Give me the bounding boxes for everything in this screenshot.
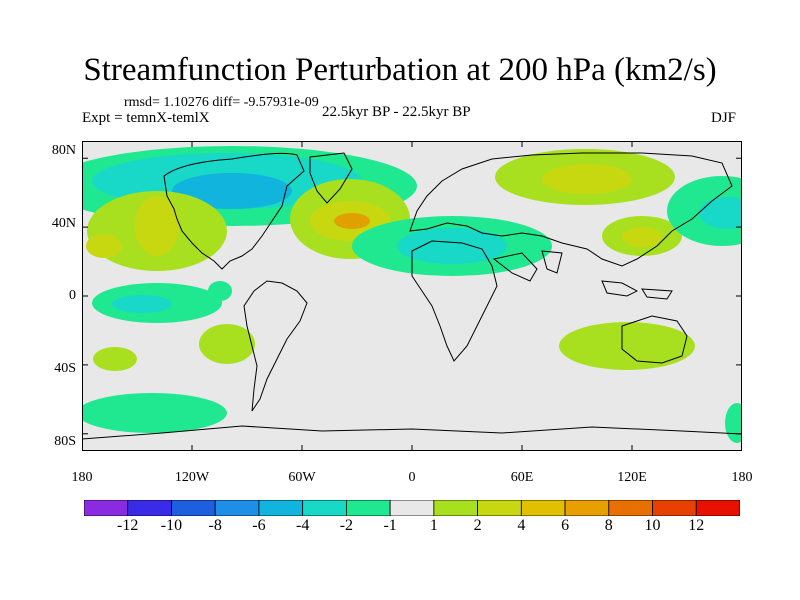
colorbar-label: 4: [517, 517, 526, 534]
colorbar-box: [302, 500, 347, 516]
anomaly-east-asia-high: [602, 216, 682, 256]
axis-ticks: [82, 141, 742, 451]
colorbar-label: 10: [644, 517, 661, 534]
colorbar-label: 8: [604, 517, 613, 534]
anomaly-siberia-high: [495, 149, 675, 205]
map-panel: [82, 141, 742, 451]
ytick-0: 0: [69, 288, 76, 303]
colorbar-box: [171, 500, 216, 516]
coast-australia: [621, 315, 688, 364]
coast-eurasia: [409, 152, 733, 267]
coast-africa: [411, 240, 498, 362]
colorbar-box: [258, 500, 304, 516]
colorbar-box: [564, 500, 610, 516]
xtick-60w: 60W: [288, 470, 316, 485]
xtick-180e: 180: [731, 470, 753, 485]
colorbar-box: [608, 500, 653, 516]
colorbar-box: [389, 500, 435, 516]
ytick-40n: 40N: [51, 216, 76, 231]
colorbar-box: [345, 500, 391, 516]
xtick-60e: 60E: [510, 470, 534, 485]
ytick-80s: 80S: [54, 434, 76, 449]
anomaly-tropical-pacific-low: [92, 281, 232, 323]
colorbar-label: 1: [429, 517, 438, 534]
colorbar-label: -8: [208, 517, 222, 534]
colorbar-label: -4: [295, 517, 310, 534]
colorbar-box: [84, 500, 129, 516]
coastlines: [82, 152, 742, 440]
anomaly-south-pacific-highs: [93, 324, 255, 371]
xtick-0: 0: [408, 470, 416, 485]
coast-maritime-continent: [601, 280, 673, 300]
left-string: Expt = temnX-temlX: [82, 110, 210, 126]
colorbar-box: [652, 500, 697, 516]
season-label: DJF: [711, 110, 737, 126]
coast-greenland: [309, 152, 353, 204]
anomaly-ne-pacific-high: [86, 191, 227, 271]
anomaly-australia-high: [559, 322, 695, 370]
xtick-120e: 120E: [617, 470, 647, 485]
colorbar-label: -6: [252, 517, 266, 534]
colorbar-box: [214, 500, 260, 516]
colorbar: [84, 500, 740, 516]
xtick-120w: 120W: [174, 470, 210, 485]
colorbar-box: [433, 500, 479, 516]
xtick-180w: 180: [71, 470, 93, 485]
colorbar-label: -10: [160, 517, 183, 534]
coast-arabia-india: [492, 250, 563, 282]
colorbar-box: [520, 500, 566, 516]
center-string: 22.5kyr BP - 22.5kyr BP: [322, 104, 471, 120]
anomaly-nw-pacific-low: [667, 176, 742, 246]
colorbar-box: [477, 500, 522, 516]
colorbar-box: [127, 500, 172, 516]
colorbar-label: 12: [688, 517, 705, 534]
anomaly-mideast-low: [352, 216, 552, 276]
colorbar-label: 2: [473, 517, 482, 534]
plot-title: Streamfunction Perturbation at 200 hPa (…: [83, 52, 717, 88]
colorbar-label: -1: [383, 517, 397, 534]
coast-north-america: [163, 152, 305, 270]
coast-south-america: [243, 280, 308, 412]
colorbar-box: [695, 500, 740, 516]
ytick-40s: 40S: [54, 361, 76, 376]
colorbar-label: -2: [339, 517, 354, 534]
colorbar-label: -12: [117, 517, 139, 534]
coast-antarctica: [82, 425, 742, 440]
ytick-80n: 80N: [51, 143, 76, 158]
rmsd-stats: rmsd= 1.10276 diff= -9.57931e-09: [124, 95, 319, 110]
colorbar-label: 6: [561, 517, 570, 534]
